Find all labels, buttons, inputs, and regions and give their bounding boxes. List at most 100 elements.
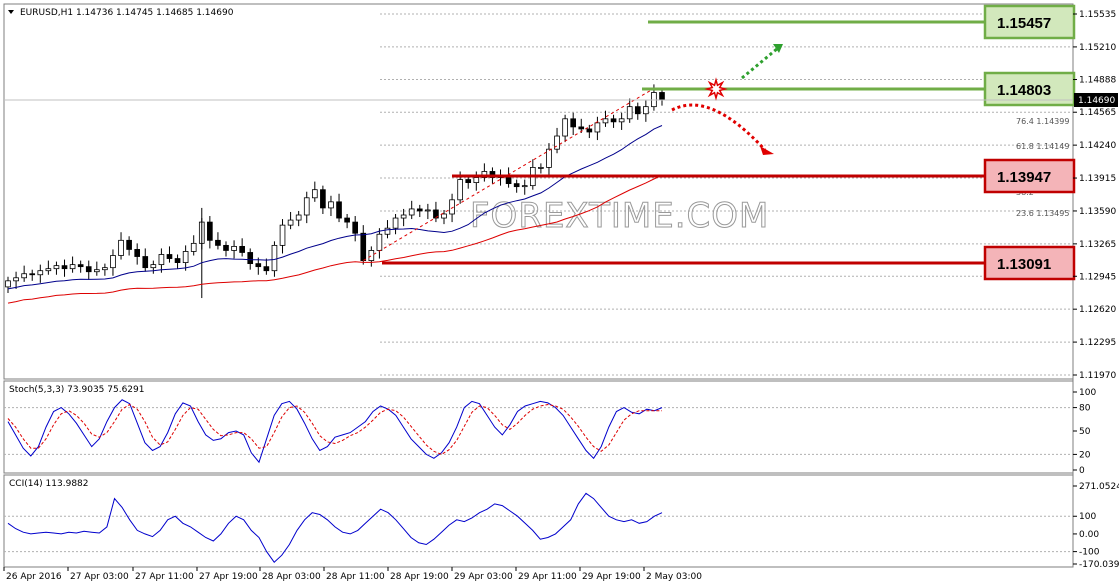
ma-slow-line [7, 174, 663, 304]
candle-body [182, 251, 189, 263]
candle-body [473, 177, 480, 184]
cci-panel[interactable] [3, 474, 1074, 568]
price-tick-label: 1.13590 [1079, 207, 1116, 217]
time-tick-label: 29 Apr 19:00 [582, 572, 641, 582]
candle-body [610, 118, 617, 123]
time-tick-label: 29 Apr 11:00 [518, 572, 577, 582]
time-tick-label: 27 Apr 19:00 [199, 572, 258, 582]
candle-body [643, 106, 649, 115]
stoch-panel[interactable] [3, 380, 1074, 474]
stoch-series-0 [7, 399, 663, 464]
candle-body [255, 263, 262, 268]
candle-body [416, 208, 423, 212]
candle-body [134, 249, 141, 257]
indicator-tick-label: 271.0524 [1079, 482, 1119, 492]
candle-body [441, 213, 447, 219]
candle-body [271, 244, 278, 272]
candle-body [368, 250, 375, 261]
candle-body [634, 106, 641, 115]
candle-body [465, 179, 472, 184]
indicator-tick-label: 0.00 [1079, 530, 1099, 540]
indicator-tick-label: 50 [1079, 427, 1091, 437]
bullish-arrow [741, 46, 779, 80]
candle-body [69, 264, 76, 270]
candle-body [618, 118, 625, 123]
candle-body [344, 217, 350, 223]
price-tick-label: 1.13915 [1079, 174, 1116, 184]
candle-body [231, 245, 237, 251]
candle-body [190, 242, 197, 252]
fib-level-label: 23.6 1.13495 [1016, 209, 1069, 218]
candle-body [126, 239, 132, 250]
candle-body [263, 266, 270, 272]
candle-body [110, 255, 116, 269]
candle-body [320, 189, 326, 209]
price-tick-label: 1.12620 [1079, 305, 1116, 315]
candle-body [408, 208, 415, 216]
indicator-tick-label: 100 [1079, 388, 1096, 398]
main-panel[interactable] [3, 3, 1074, 380]
current-price-tag [1074, 93, 1118, 107]
candle-body [336, 201, 342, 219]
indicator-tick-label: 0 [1079, 466, 1085, 476]
arrowhead-up-icon [773, 44, 783, 53]
price-tick-label: 1.12295 [1079, 338, 1116, 348]
candle-body [29, 273, 36, 276]
candle-body [45, 268, 52, 272]
time-tick-label: 27 Apr 11:00 [135, 572, 194, 582]
cci-series-0 [7, 492, 663, 563]
candle-body [392, 217, 399, 229]
watermark: FOREXTIME.COM [470, 196, 769, 236]
candle-body [594, 122, 601, 133]
candle-body [13, 277, 19, 282]
candle-body [207, 221, 213, 241]
candle-body [602, 118, 609, 124]
candle-body [158, 254, 165, 266]
candle-body [21, 273, 27, 279]
candle-body [295, 214, 302, 221]
level-label: 1.14803 [997, 82, 1051, 99]
price-tick-label: 1.13265 [1079, 240, 1116, 250]
dropdown-triangle-icon[interactable] [8, 10, 14, 14]
candle-body [223, 244, 229, 251]
price-tick-label: 1.14888 [1079, 76, 1116, 86]
fib-level-label: 76.4 1.14399 [1016, 117, 1069, 126]
level-label: 1.15457 [997, 15, 1051, 32]
candle-body [174, 258, 181, 263]
price-tick-label: 1.11970 [1079, 371, 1116, 381]
candle-body [279, 224, 286, 246]
candle-body [239, 245, 245, 253]
candle-body [546, 148, 552, 168]
candle-body [85, 266, 92, 273]
candle-body [142, 256, 149, 269]
indicator-tick-label: -100 [1079, 548, 1100, 558]
price-tick-label: 1.14240 [1079, 141, 1116, 151]
candle-body [352, 221, 359, 234]
candle-body [659, 92, 665, 100]
time-tick-label: 28 Apr 11:00 [326, 572, 385, 582]
candle-body [626, 106, 633, 120]
candle-body [425, 209, 431, 212]
candle-body [37, 270, 44, 276]
time-tick-label: 28 Apr 19:00 [390, 572, 449, 582]
chart-header: EURUSD,H1 1.14736 1.14745 1.14685 1.1469… [8, 8, 234, 18]
candle-body [102, 267, 108, 271]
candle-body [457, 179, 463, 201]
candle-body [311, 189, 318, 199]
candle-body [570, 118, 577, 128]
cci-title: CCI(14) 113.9882 [9, 479, 89, 489]
level-box-1.13947 [983, 158, 1076, 194]
level-box-1.15457 [983, 4, 1076, 40]
level-label: 1.13091 [997, 256, 1051, 273]
time-tick-label: 28 Apr 03:00 [262, 572, 321, 582]
stoch-series-1 [7, 403, 662, 455]
indicator-tick-label: 100 [1079, 512, 1096, 522]
candle-body [562, 118, 568, 137]
arrowhead-down-icon [760, 146, 774, 155]
candle-body [328, 201, 334, 209]
indicator-tick-label: -170.0392 [1079, 560, 1119, 570]
indicator-tick-label: 80 [1079, 404, 1091, 414]
candle-body [303, 197, 310, 216]
time-tick-label: 2 May 03:00 [646, 572, 702, 582]
